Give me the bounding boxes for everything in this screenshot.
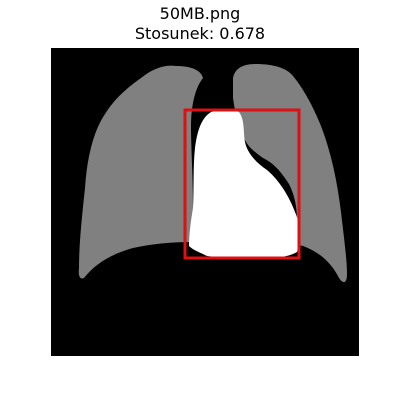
figure-title-ratio: Stosunek: 0.678: [134, 24, 266, 43]
heart-mask: [189, 110, 300, 259]
figure-title-filename: 50MB.png: [159, 4, 241, 23]
lung-mask-right: [233, 64, 347, 283]
segmentation-image: [51, 48, 359, 356]
lung-mask-left: [78, 65, 203, 279]
bounding-box: [183, 108, 301, 260]
